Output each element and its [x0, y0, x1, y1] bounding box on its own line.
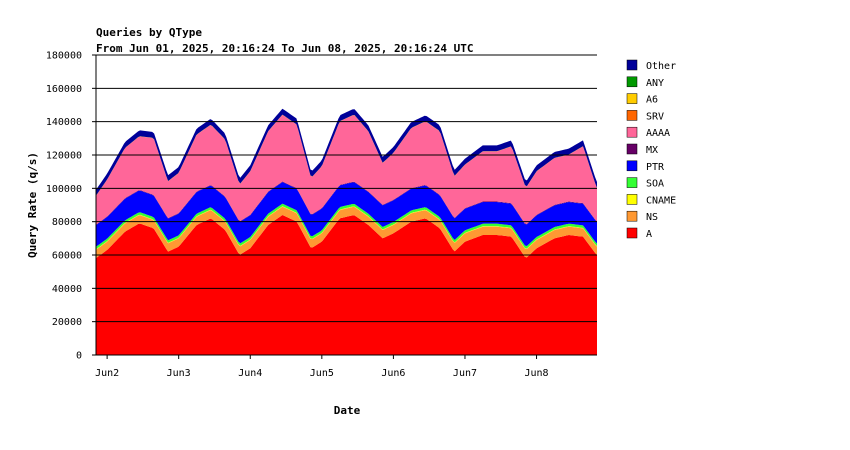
legend-swatch-any [626, 76, 638, 88]
legend-label-other: Other [646, 61, 676, 72]
legend-swatch-other [626, 59, 638, 71]
grid-lines [96, 54, 597, 323]
legend-swatch-cname [626, 194, 638, 205]
y-tick-label: 60000 [52, 251, 82, 262]
chart-subtitle: From Jun 01, 2025, 20:16:24 To Jun 08, 2… [96, 42, 474, 55]
y-tick-label: 180000 [46, 51, 82, 62]
legend-label-ptr: PTR [646, 162, 665, 173]
stacked-areas [96, 108, 597, 355]
x-tick-label: Jun8 [524, 368, 548, 379]
legend-swatch-srv [626, 110, 638, 121]
area-a [96, 215, 597, 355]
y-tick-labels: 0 20000 40000 60000 80000 100000 120000 140000 1… [46, 51, 96, 362]
area-aaaa [96, 114, 597, 225]
x-tick-label: Jun2 [95, 368, 119, 379]
y-tick-label: 120000 [46, 151, 82, 162]
legend-label-mx: MX [646, 145, 658, 156]
x-axis-label: Date [334, 404, 361, 417]
legend: Other ANY A6 SRV AAAA MX PTR SOA CNAME NS A [626, 59, 676, 240]
legend-label-any: ANY [646, 78, 664, 89]
y-tick-label: 100000 [46, 184, 82, 195]
legend-swatch-a6 [626, 93, 638, 104]
legend-label-soa: SOA [646, 179, 664, 190]
legend-label-a6: A6 [646, 95, 658, 106]
chart-title: Queries by QType [96, 26, 202, 39]
x-tick-label: Jun7 [453, 368, 477, 379]
y-axis-label: Query Rate (q/s) [26, 152, 39, 258]
legend-label-aaaa: AAAA [646, 128, 670, 139]
legend-label-ns: NS [646, 212, 658, 223]
legend-swatch-aaaa [626, 126, 638, 138]
legend-label-a: A [646, 229, 652, 240]
legend-label-cname: CNAME [646, 195, 676, 206]
area-ns [96, 206, 597, 259]
legend-label-srv: SRV [646, 111, 664, 122]
legend-swatch-ptr [626, 160, 638, 172]
legend-swatch-soa [626, 177, 638, 188]
legend-swatch-a [626, 227, 638, 239]
x-tick-label: Jun4 [238, 368, 262, 379]
x-tick-label: Jun5 [310, 368, 334, 379]
area-ptr [96, 182, 597, 247]
x-tick-label: Jun3 [167, 368, 191, 379]
x-tick-label: Jun6 [381, 368, 405, 379]
y-tick-label: 160000 [46, 84, 82, 95]
y-tick-label: 20000 [52, 317, 82, 328]
area-other [96, 108, 597, 196]
y-tick-label: 80000 [52, 217, 82, 228]
legend-swatch-ns [626, 210, 638, 222]
y-tick-label: 40000 [52, 284, 82, 295]
y-tick-label: 0 [76, 351, 82, 362]
y-tick-label: 140000 [46, 117, 82, 128]
legend-swatch-mx [626, 143, 638, 155]
x-tick-labels: Jun2 Jun3 Jun4 Jun5 Jun6 Jun7 Jun8 [95, 355, 549, 379]
